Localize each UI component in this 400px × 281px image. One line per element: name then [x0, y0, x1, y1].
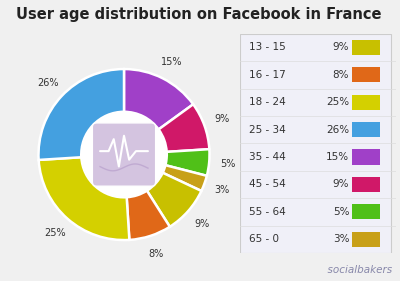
- FancyBboxPatch shape: [352, 149, 380, 165]
- Text: 25 - 34: 25 - 34: [249, 124, 286, 135]
- Text: 8%: 8%: [149, 249, 164, 259]
- Wedge shape: [147, 173, 201, 227]
- Text: 9%: 9%: [214, 114, 230, 124]
- Text: 55 - 64: 55 - 64: [249, 207, 286, 217]
- Text: 8%: 8%: [333, 70, 349, 80]
- Text: 9%: 9%: [333, 179, 349, 189]
- FancyBboxPatch shape: [352, 232, 380, 247]
- Wedge shape: [38, 69, 124, 160]
- FancyBboxPatch shape: [352, 204, 380, 219]
- Text: 9%: 9%: [195, 219, 210, 228]
- Text: 15%: 15%: [326, 152, 349, 162]
- Text: 5%: 5%: [333, 207, 349, 217]
- Wedge shape: [163, 165, 207, 191]
- FancyBboxPatch shape: [352, 67, 380, 83]
- FancyBboxPatch shape: [352, 94, 380, 110]
- Text: 35 - 44: 35 - 44: [249, 152, 286, 162]
- Text: 13 - 15: 13 - 15: [249, 42, 286, 53]
- Wedge shape: [127, 191, 170, 240]
- Text: 25%: 25%: [44, 228, 66, 238]
- Wedge shape: [124, 69, 193, 130]
- Text: 18 - 24: 18 - 24: [249, 97, 286, 107]
- Text: 16 - 17: 16 - 17: [249, 70, 286, 80]
- Text: 3%: 3%: [214, 185, 230, 195]
- Text: 25%: 25%: [326, 97, 349, 107]
- FancyBboxPatch shape: [352, 122, 380, 137]
- Wedge shape: [158, 104, 209, 152]
- Text: 5%: 5%: [220, 159, 236, 169]
- Text: 3%: 3%: [333, 234, 349, 244]
- Wedge shape: [39, 157, 129, 240]
- FancyBboxPatch shape: [352, 40, 380, 55]
- Text: socialbakers: socialbakers: [321, 265, 392, 275]
- FancyBboxPatch shape: [92, 123, 156, 186]
- Text: User age distribution on Facebook in France: User age distribution on Facebook in Fra…: [16, 8, 382, 22]
- FancyBboxPatch shape: [240, 34, 391, 253]
- FancyBboxPatch shape: [352, 177, 380, 192]
- Wedge shape: [166, 149, 210, 176]
- Text: 26%: 26%: [37, 78, 59, 88]
- Text: 9%: 9%: [333, 42, 349, 53]
- Text: 65 - 0: 65 - 0: [249, 234, 279, 244]
- Text: 26%: 26%: [326, 124, 349, 135]
- Text: 15%: 15%: [161, 56, 182, 67]
- Text: 45 - 54: 45 - 54: [249, 179, 286, 189]
- Circle shape: [82, 112, 166, 197]
